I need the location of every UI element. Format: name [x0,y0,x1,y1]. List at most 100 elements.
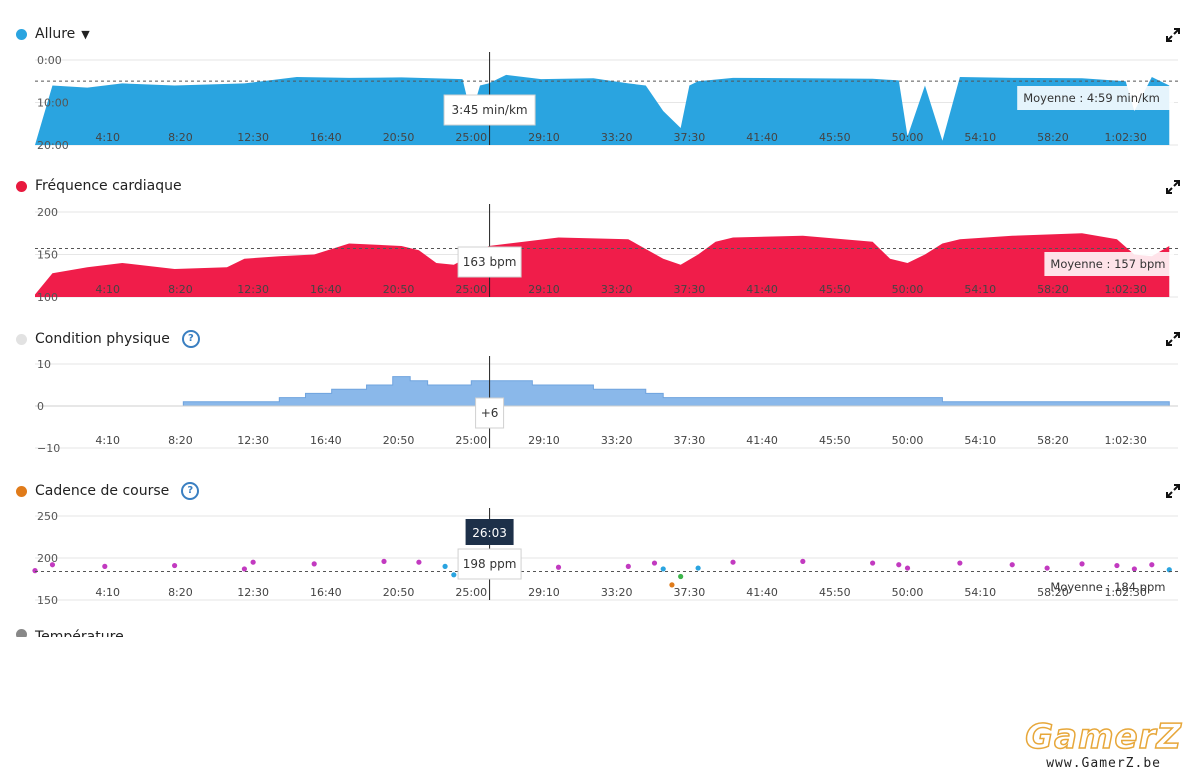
x-tick-label: 12:30 [237,283,269,296]
x-tick-label: 1:02:30 [1104,131,1146,144]
x-tick-label: 20:50 [383,434,415,447]
value-tooltip-text: +6 [481,406,499,420]
panel-header-heart-rate: Fréquence cardiaque [16,178,182,194]
x-tick-label: 12:30 [237,131,269,144]
y-tick-label: 100 [37,291,58,304]
x-tick-label: 45:50 [819,131,851,144]
heart-rate-area [35,233,1170,297]
y-tick-label: 150 [37,594,58,607]
series-color-dot [16,485,27,497]
cadence-point [1114,562,1120,569]
x-tick-label: 45:50 [819,434,851,447]
cadence-point [678,573,684,580]
help-icon[interactable]: ? [181,330,200,348]
x-tick-label: 29:10 [528,131,560,144]
x-tick-label: 50:00 [892,131,924,144]
x-tick-label: 8:20 [168,434,193,447]
x-tick-label: 25:00 [455,586,487,599]
cadence-point [660,566,666,572]
panel-title: Condition physique [35,331,170,347]
expand-icon[interactable] [1166,180,1180,194]
expand-icon[interactable] [1166,332,1180,346]
x-tick-label: 20:50 [383,131,415,144]
average-box [1044,575,1174,599]
x-tick-label: 54:10 [964,586,996,599]
value-tooltip-text: 3:45 min/km [452,103,528,117]
y-tick-label: −10 [37,442,60,455]
y-tick-label: 0:00 [37,54,62,67]
pace-area [35,74,1170,145]
x-tick-label: 50:00 [892,586,924,599]
chart-panel-3 [32,508,1178,601]
help-icon[interactable]: ? [181,482,200,500]
x-tick-label: 4:10 [95,131,120,144]
dropdown-caret-icon[interactable]: ▼ [81,27,90,41]
x-tick-label: 16:40 [310,586,342,599]
watermark-url: www.GamerZ.be [1046,756,1161,771]
x-tick-label: 20:50 [383,586,415,599]
x-tick-label: 1:02:30 [1104,586,1146,599]
cadence-point [669,582,675,588]
cadence-point [172,562,178,569]
x-tick-label: 50:00 [892,434,924,447]
expand-icon[interactable] [1166,28,1180,42]
x-tick-label: 12:30 [237,434,269,447]
x-tick-label: 33:20 [601,131,633,144]
x-tick-label: 37:30 [674,434,706,447]
x-tick-label: 4:10 [95,434,120,447]
x-tick-label: 54:10 [964,434,996,447]
series-color-dot [16,629,27,637]
x-tick-label: 41:40 [746,434,778,447]
chart-panel-1 [35,204,1178,298]
x-tick-label: 45:50 [819,283,851,296]
panel-header-cadence: Cadence de course ? [16,482,200,500]
panel-title: Cadence de course [35,483,170,499]
y-tick-label: 200 [37,552,58,565]
x-tick-label: 54:10 [964,283,996,296]
cadence-point [381,558,387,564]
chart-panel-0 [35,52,1178,146]
cadence-point [870,560,876,566]
value-tooltip [475,397,505,429]
average-box [1044,252,1174,276]
x-tick-label: 54:10 [964,131,996,144]
x-tick-label: 20:50 [383,283,415,296]
expand-icon[interactable] [1166,484,1180,498]
cadence-point [442,563,448,570]
series-color-dot [16,28,27,40]
x-tick-label: 1:02:30 [1104,434,1146,447]
value-tooltip [443,94,536,126]
x-tick-label: 16:40 [310,283,342,296]
condition-area [182,376,1178,407]
x-tick-label: 37:30 [674,131,706,144]
x-tick-label: 50:00 [892,283,924,296]
x-tick-label: 37:30 [674,283,706,296]
cadence-point [651,560,658,566]
cadence-point [451,572,457,578]
charts-canvas: 0:00 10:00 20:00 4:10 8:20 12:30 16:40 20:50 25:… [32,52,1178,607]
value-tooltip [457,548,522,580]
series-color-dot [16,333,27,345]
cadence-point [416,559,422,565]
cadence-point [102,563,108,570]
cadence-point [800,558,806,564]
y-tick-label: 250 [37,510,58,523]
x-tick-label: 4:10 [95,586,120,599]
x-tick-label: 25:00 [455,283,487,296]
x-tick-label: 25:00 [455,131,487,144]
panel-header-allure[interactable]: Allure ▼ [16,26,90,42]
watermark-logo: GamerZ [1024,717,1182,757]
series-color-dot [16,180,27,192]
x-tick-label: 33:20 [601,586,633,599]
panel-title: Température [35,629,124,637]
x-tick-label: 41:40 [746,283,778,296]
x-tick-label: 12:30 [237,586,269,599]
cadence-point [957,560,963,566]
x-tick-label: 16:40 [310,131,342,144]
cadence-point [555,564,562,570]
x-tick-label: 29:10 [528,586,560,599]
time-badge-text: 26:03 [472,526,507,540]
x-tick-label: 25:00 [455,434,487,447]
cadence-point [1149,562,1155,568]
x-tick-label: 8:20 [168,131,193,144]
